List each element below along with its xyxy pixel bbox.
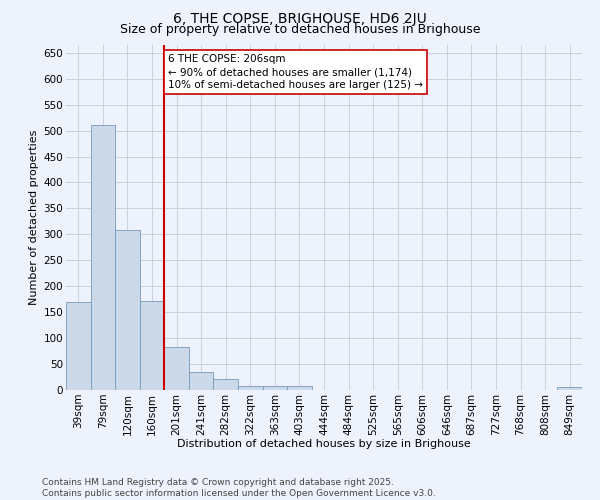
Bar — [287, 386, 312, 390]
Bar — [189, 372, 214, 390]
Bar — [263, 386, 287, 390]
Bar — [557, 387, 582, 390]
Bar — [140, 301, 164, 390]
Bar — [91, 126, 115, 390]
Bar — [66, 302, 91, 390]
Y-axis label: Number of detached properties: Number of detached properties — [29, 130, 40, 305]
X-axis label: Distribution of detached houses by size in Brighouse: Distribution of detached houses by size … — [177, 439, 471, 449]
Text: 6 THE COPSE: 206sqm
← 90% of detached houses are smaller (1,174)
10% of semi-det: 6 THE COPSE: 206sqm ← 90% of detached ho… — [168, 54, 423, 90]
Bar — [164, 348, 189, 390]
Text: Contains HM Land Registry data © Crown copyright and database right 2025.
Contai: Contains HM Land Registry data © Crown c… — [42, 478, 436, 498]
Bar — [238, 386, 263, 390]
Text: 6, THE COPSE, BRIGHOUSE, HD6 2JU: 6, THE COPSE, BRIGHOUSE, HD6 2JU — [173, 12, 427, 26]
Text: Size of property relative to detached houses in Brighouse: Size of property relative to detached ho… — [120, 22, 480, 36]
Bar — [115, 230, 140, 390]
Bar — [214, 378, 238, 390]
